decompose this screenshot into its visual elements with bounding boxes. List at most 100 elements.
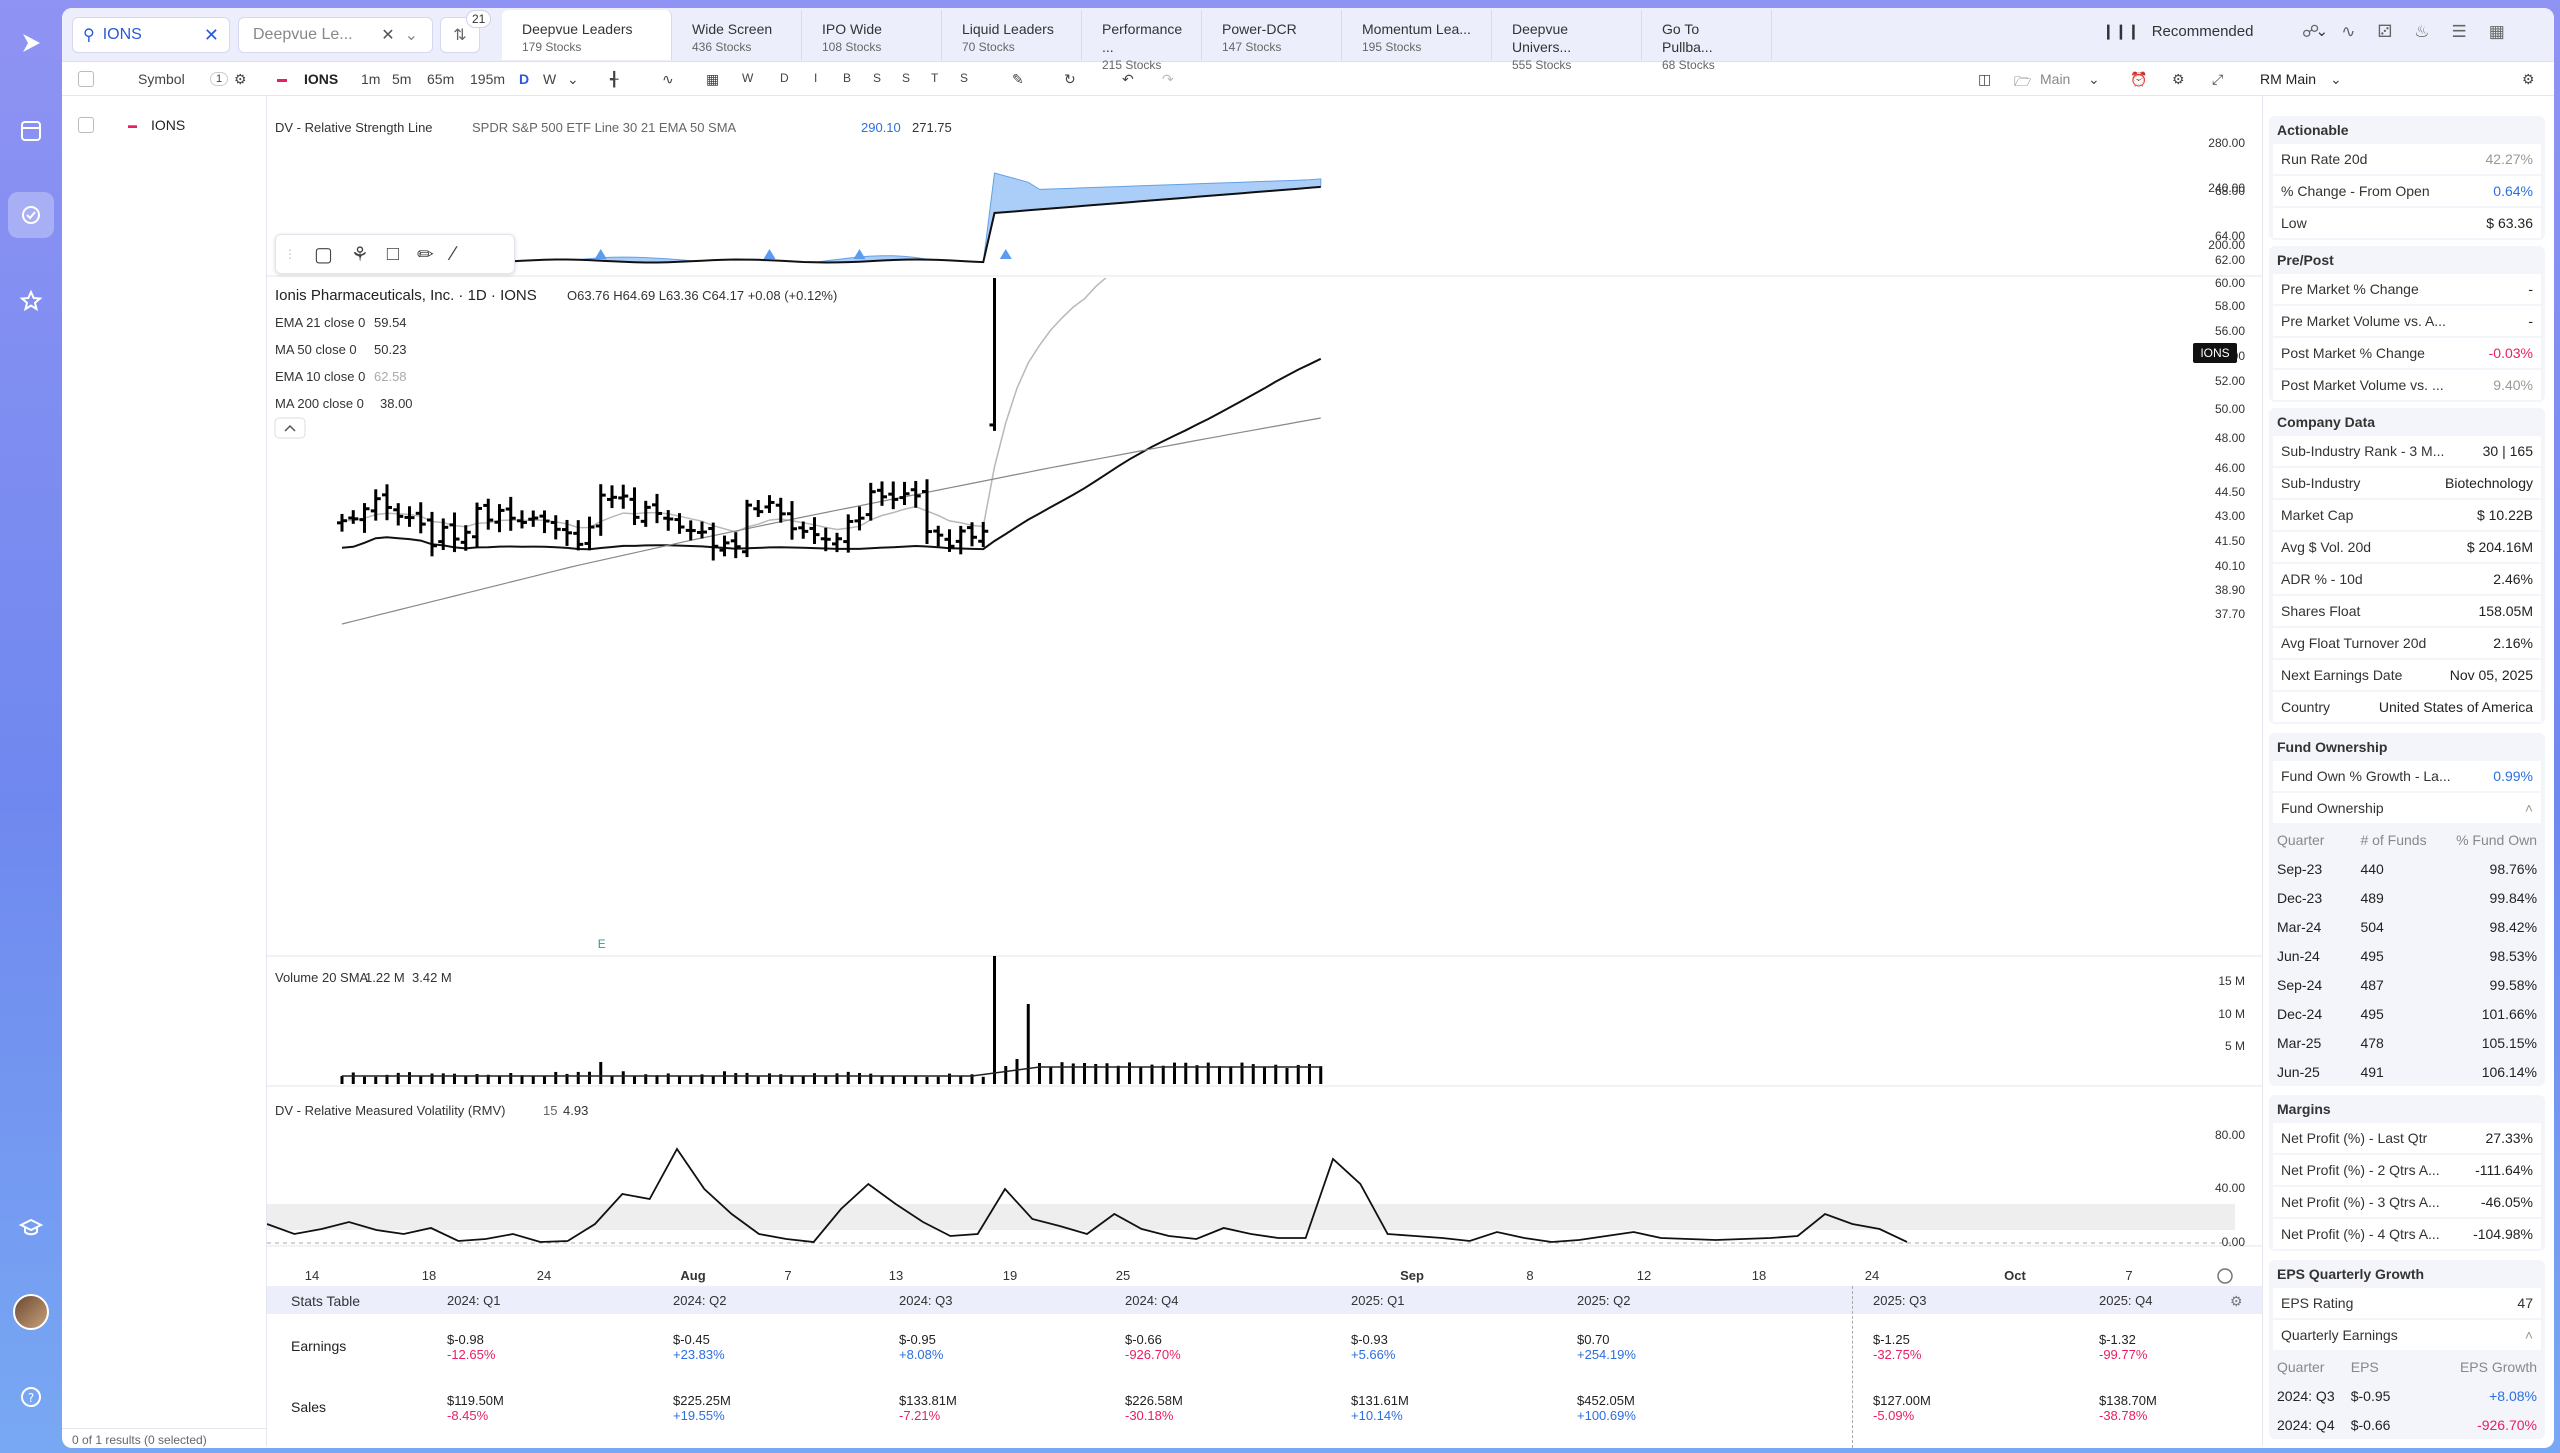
alert-icon[interactable]: ⏰ [2130, 71, 2148, 87]
bell-icon[interactable]: ♨ [2414, 22, 2430, 41]
settings-icon[interactable]: ⚙ [234, 71, 247, 87]
tf-5m[interactable]: 5m [392, 71, 412, 87]
chart-area[interactable]: E Ionis Pharmaceuticals, Inc. · 1D · IONS… [266, 96, 2262, 1286]
share-icon[interactable]: ☍ [2302, 22, 2320, 41]
toolbar-letter[interactable]: B [843, 71, 852, 85]
tab-5[interactable]: Power-DCR 147 Stocks [1202, 10, 1342, 60]
tf-weekly[interactable]: W [543, 71, 557, 87]
toolbar-letter[interactable]: S [873, 71, 882, 85]
tab-0[interactable]: Deepvue Leaders 179 Stocks [502, 10, 672, 60]
clear-search-icon[interactable]: ✕ [203, 24, 219, 45]
table-cell: Dec-23 [2277, 889, 2323, 906]
help-icon[interactable]: ? [8, 1374, 54, 1420]
search-input[interactable]: ⚲ IONS ✕ [72, 17, 230, 53]
row-label: Post Market % Change [2281, 345, 2425, 361]
grid-icon[interactable]: ▦ [2488, 22, 2505, 41]
fullscreen-icon[interactable]: ⤢ [2212, 71, 2224, 87]
price-pane[interactable] [337, 220, 1355, 625]
drag-handle-icon[interactable]: ⋮ [284, 247, 296, 261]
tab-7[interactable]: Deepvue Univers... 555 Stocks [1492, 10, 1642, 72]
layouts-icon[interactable]: ▦ [706, 71, 720, 87]
price-bar [1023, 248, 1033, 261]
table-cell: 504 [2360, 918, 2384, 935]
line-icon[interactable]: ∕ [451, 242, 456, 265]
learn-icon[interactable] [8, 1205, 54, 1251]
earnings-value: $-0.66 [1125, 1332, 1162, 1347]
eps-section: EPS Quarterly Growth EPS Rating 47 Quarterl… [2269, 1260, 2545, 1439]
favorites-icon[interactable] [8, 278, 54, 324]
watchlist-select[interactable]: Deepvue Le... ✕ ⌄ [238, 17, 433, 53]
price-bar [1271, 231, 1281, 250]
list-icon[interactable]: ☰ [2451, 22, 2467, 41]
crosshair-icon[interactable]: ⚘ [350, 243, 369, 266]
tab-count: 108 Stocks [822, 40, 882, 54]
ticker-logo-icon: ▬ [277, 74, 287, 85]
tree-icon[interactable]: ⚂ [2377, 22, 2393, 41]
toolbar-letter[interactable]: W [742, 71, 754, 85]
tf-195m[interactable]: 195m [470, 71, 506, 87]
chart-ticker[interactable]: IONS [304, 71, 339, 87]
select-all-checkbox[interactable] [78, 71, 94, 87]
row-value: -104.98% [2473, 1226, 2533, 1242]
row-checkbox[interactable] [78, 117, 94, 133]
sort-button[interactable]: ⇅ [440, 17, 480, 53]
collapse-legend-button[interactable] [274, 417, 306, 439]
row-label: ADR % - 10d [2281, 571, 2363, 587]
tab-8[interactable]: Go To Pullba... 68 Stocks [1642, 10, 1772, 72]
fund-ownership-toggle[interactable]: Fund Ownership ˄ [2273, 793, 2541, 823]
axis-settings-icon[interactable] [2217, 1268, 2233, 1284]
tf-65m[interactable]: 65m [427, 71, 455, 87]
toolbar-letter[interactable]: S [960, 71, 969, 85]
chevron-down-icon[interactable]: ⌄ [2088, 71, 2100, 87]
table-cell: 99.58% [2489, 976, 2538, 993]
tab-1[interactable]: Wide Screen 436 Stocks [672, 10, 802, 60]
chart-settings-icon[interactable]: ⚙ [2172, 71, 2185, 87]
refresh-icon[interactable]: ↻ [1064, 71, 1076, 87]
chart-icon[interactable]: ∿ [2341, 22, 2356, 41]
brush-icon[interactable]: ✏ [416, 243, 434, 266]
tf-daily[interactable]: D [519, 71, 530, 87]
panel-title[interactable]: RM Main [2260, 71, 2317, 87]
toolbar-letter[interactable]: S [902, 71, 911, 85]
price-bar [562, 519, 572, 546]
indicators-icon[interactable]: ∿ [662, 71, 674, 87]
symbol-column-label: Symbol [138, 71, 185, 87]
price-chart[interactable]: E Ionis Pharmaceuticals, Inc. · 1D · IONS… [266, 96, 2262, 1286]
comment-icon[interactable]: □ [386, 242, 399, 265]
bar-style-icon[interactable]: ╉ [610, 71, 619, 87]
toolbar-letter[interactable]: T [931, 71, 939, 85]
rmv-axis-tick: 0.00 [2222, 1235, 2246, 1249]
close-icon[interactable]: ✕ [381, 27, 395, 44]
stats-settings-icon[interactable]: ⚙ [2230, 1293, 2243, 1309]
list-item[interactable]: ▬ IONS [78, 117, 185, 133]
layout-name[interactable]: Main [2040, 71, 2071, 87]
earnings-growth: +8.08% [899, 1347, 944, 1362]
charts-icon[interactable] [8, 192, 54, 238]
folder-icon[interactable]: 🗁 [2014, 73, 2032, 89]
toolbar-letter[interactable]: D [780, 71, 789, 85]
panel-icon[interactable]: ◫ [1978, 71, 1992, 87]
price-bar [1226, 239, 1236, 256]
chevron-down-icon[interactable]: ⌄ [404, 27, 418, 44]
tab-4[interactable]: Performance ... 215 Stocks [1082, 10, 1202, 72]
recommended-select[interactable]: ❙❙❙ Recommended ⌄ [2102, 22, 2328, 41]
rectangle-icon[interactable]: ▢ [314, 243, 333, 266]
table-row: Sep-23 440 98.76% [2273, 854, 2541, 883]
redo-icon[interactable]: ↷ [1162, 71, 1174, 87]
logo-icon[interactable] [8, 20, 54, 66]
tf-1m[interactable]: 1m [361, 71, 381, 87]
chevron-down-icon[interactable]: ⌄ [2330, 71, 2342, 87]
tab-3[interactable]: Liquid Leaders 70 Stocks [942, 10, 1082, 60]
undo-icon[interactable]: ↶ [1122, 71, 1134, 87]
panel-settings-icon[interactable]: ⚙ [2522, 71, 2535, 87]
quarterly-earnings-toggle[interactable]: Quarterly Earnings ˄ [2273, 1320, 2541, 1350]
tab-6[interactable]: Momentum Lea... 195 Stocks [1342, 10, 1492, 60]
prepost-section: Pre/Post Pre Market % Change - Pre Market V… [2269, 246, 2545, 402]
chevron-down-icon[interactable]: ⌄ [567, 71, 579, 87]
row-label: Net Profit (%) - Last Qtr [2281, 1130, 2428, 1146]
user-avatar[interactable] [13, 1294, 49, 1330]
tab-2[interactable]: IPO Wide 108 Stocks [802, 10, 942, 60]
pencil-icon[interactable]: ✎ [1012, 71, 1024, 87]
dashboard-icon[interactable] [8, 108, 54, 154]
toolbar-letter[interactable]: I [814, 71, 818, 85]
